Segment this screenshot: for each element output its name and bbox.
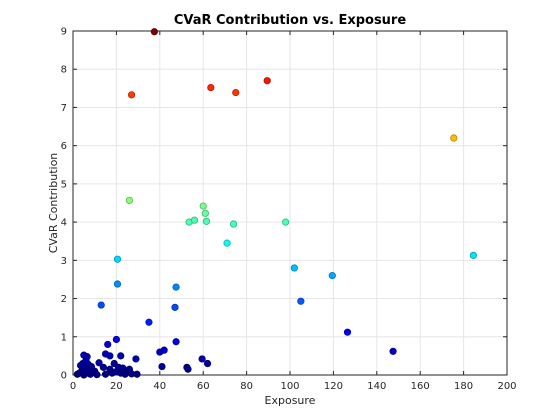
scatter-point	[343, 328, 352, 336]
scatter-point	[106, 352, 114, 360]
scatter-point	[297, 297, 305, 305]
scatter-point	[171, 303, 179, 311]
data-points	[73, 28, 477, 379]
scatter-point	[232, 88, 240, 97]
scatter-point	[95, 359, 103, 367]
scatter-point	[199, 202, 207, 210]
scatter-point	[83, 353, 91, 361]
scatter-point	[133, 370, 141, 378]
scatter-point	[132, 355, 140, 363]
scatter-point	[112, 335, 121, 344]
scatter-point	[389, 347, 397, 355]
x-tick-label: 200	[497, 381, 516, 392]
scatter-point	[150, 28, 158, 36]
x-tick-label: 60	[197, 381, 210, 392]
scatter-point	[172, 338, 180, 346]
scatter-point	[190, 216, 199, 224]
x-tick-label: 140	[367, 381, 386, 392]
scatter-point	[99, 363, 107, 371]
grid	[72, 30, 508, 376]
x-tick-label: 40	[153, 381, 166, 392]
y-tick-label: 9	[61, 27, 67, 38]
y-tick-label: 3	[61, 256, 67, 267]
scatter-point	[282, 218, 290, 226]
x-tick-label: 80	[240, 381, 253, 392]
y-tick-label: 8	[61, 65, 67, 76]
scatter-point	[263, 77, 271, 85]
x-axis-label: Exposure	[265, 394, 316, 407]
scatter-point	[203, 359, 212, 368]
y-tick-label: 6	[61, 141, 67, 152]
y-tick-label: 4	[61, 218, 67, 229]
x-tick-label: 100	[280, 381, 299, 392]
scatter-point	[223, 239, 231, 247]
scatter-point	[172, 283, 180, 291]
scatter-point	[104, 340, 112, 349]
y-tick-label: 2	[61, 294, 67, 305]
x-axis-ticks: 0 20 40 60 80 100 120 140 160 180 200	[70, 31, 517, 392]
x-tick-label: 180	[454, 381, 473, 392]
y-tick-label: 5	[61, 179, 67, 190]
scatter-point	[207, 83, 215, 92]
x-tick-label: 120	[324, 381, 343, 392]
scatter-point	[160, 346, 168, 354]
scatter-point	[328, 272, 336, 280]
scatter-point	[93, 371, 101, 379]
scatter-point	[450, 134, 458, 142]
y-tick-label: 0	[61, 371, 67, 382]
scatter-point	[97, 301, 105, 309]
scatter-point	[201, 209, 209, 217]
scatter-point	[113, 280, 122, 288]
x-tick-label: 20	[110, 381, 123, 392]
chart-title: CVaR Contribution vs. Exposure	[174, 13, 407, 28]
scatter-point	[127, 91, 136, 99]
scatter-point	[117, 352, 125, 360]
y-tick-label: 7	[61, 103, 67, 114]
x-tick-label: 0	[70, 381, 76, 392]
scatter-point	[145, 318, 153, 326]
scatter-point	[469, 251, 477, 259]
scatter-point	[113, 255, 122, 263]
scatter-point	[158, 362, 166, 371]
scatter-point	[125, 196, 134, 204]
scatter-point	[198, 355, 206, 363]
scatter-point	[184, 365, 192, 373]
y-axis-ticks: 0 1 2 3 4 5 6 7 8 9	[61, 27, 507, 382]
scatter-point	[290, 264, 298, 272]
y-tick-label: 1	[61, 332, 67, 343]
scatter-point	[202, 217, 211, 225]
x-tick-label: 160	[411, 381, 430, 392]
scatter-point	[229, 220, 238, 228]
y-axis-label: CVaR Contribution	[47, 153, 60, 254]
